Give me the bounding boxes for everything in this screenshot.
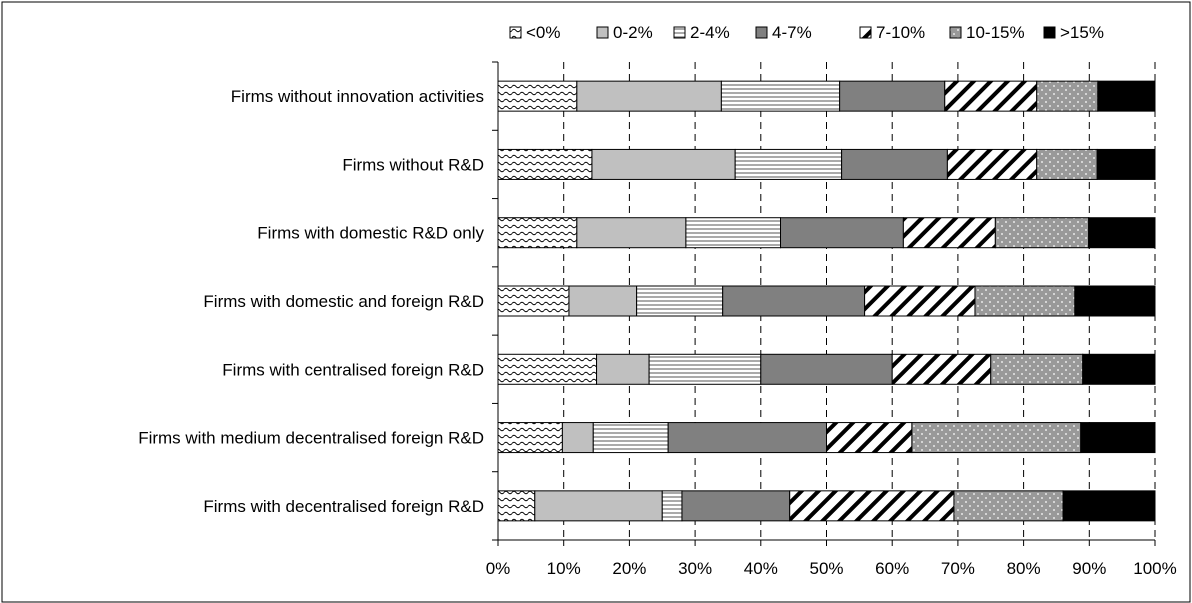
bar-segment (1036, 80, 1099, 112)
bar-segment (841, 148, 948, 180)
x-tick-label: 30% (678, 559, 712, 578)
category-label: Firms with domestic R&D only (257, 224, 484, 243)
bar-segment (944, 80, 1038, 112)
bar-segment (1062, 490, 1156, 522)
legend-label: 2-4% (690, 23, 730, 42)
category-label: Firms with centralised foreign R&D (222, 360, 484, 379)
bar-segment (497, 490, 536, 522)
bar-segment (685, 217, 782, 249)
x-tick-label: 80% (1007, 559, 1041, 578)
legend-label: 0-2% (613, 23, 653, 42)
bar-segment (1080, 422, 1156, 454)
legend-label: 4-7% (772, 23, 812, 42)
legend: <0% 0-2% 2-4% 4-7% 7-10% 10-15% >15% (509, 23, 1104, 42)
bar-segment (780, 217, 904, 249)
x-tick-labels: 0% 10% 20% 30% 40% 50% 60% 70% 80% 90% 100% (486, 559, 1177, 578)
x-tick-label: 70% (941, 559, 975, 578)
category-label: Firms with medium decentralised foreign … (138, 429, 484, 448)
bar-segment (497, 422, 563, 454)
grid-lines (563, 62, 1156, 540)
bar-segment (1097, 80, 1156, 112)
legend-label: 10-15% (966, 23, 1025, 42)
bar-segment (497, 217, 578, 249)
bar-segment (497, 148, 593, 180)
bar-segment (994, 217, 1090, 249)
bar-segment (953, 490, 1064, 522)
bar-segment (902, 217, 996, 249)
bar-segment (1088, 217, 1156, 249)
legend-swatch (1043, 26, 1056, 39)
legend-label: >15% (1060, 23, 1104, 42)
bar-segment (576, 217, 687, 249)
bar-segment (734, 148, 843, 180)
bar-segment (891, 353, 992, 385)
bar-segment (864, 285, 976, 317)
x-tick-label: 40% (744, 559, 778, 578)
bar-segment (592, 422, 669, 454)
category-label: Firms with decentralised foreign R&D (203, 497, 484, 516)
legend-swatch (949, 26, 962, 39)
bar-segment (760, 353, 893, 385)
legend-swatch (755, 26, 768, 39)
bar-segment (789, 490, 955, 522)
x-tick-label: 10% (547, 559, 581, 578)
bar-segment (720, 80, 841, 112)
bar-segment (596, 353, 650, 385)
bar-segment (534, 490, 663, 522)
legend-swatch (596, 26, 609, 39)
bar-segment (1036, 148, 1098, 180)
bar-segment (591, 148, 736, 180)
bar-segment (561, 422, 594, 454)
legend-swatch (859, 26, 872, 39)
legend-swatch (509, 26, 522, 39)
bar-segment (1096, 148, 1156, 180)
bar-segment (826, 422, 913, 454)
x-tick-label: 50% (809, 559, 843, 578)
bar-segment (974, 285, 1076, 317)
x-tick-label: 100% (1133, 559, 1176, 578)
category-label: Firms without R&D (342, 155, 484, 174)
legend-label: 7-10% (876, 23, 925, 42)
bar-segment (497, 285, 570, 317)
bar-segment (1074, 285, 1156, 317)
x-tick-label: 20% (612, 559, 646, 578)
category-label: Firms without innovation activities (231, 87, 484, 106)
x-tick-label: 60% (875, 559, 909, 578)
bar-segment (648, 353, 762, 385)
bar-segment (1082, 353, 1156, 385)
bar-segment (576, 80, 722, 112)
legend-label: <0% (526, 23, 561, 42)
bar-segment (667, 422, 828, 454)
bars (497, 80, 1156, 522)
bar-segment (839, 80, 946, 112)
bar-segment (568, 285, 638, 317)
x-tick-label: 90% (1072, 559, 1106, 578)
bar-segment (990, 353, 1084, 385)
bar-segment (497, 80, 578, 112)
bar-segment (681, 490, 791, 522)
bar-segment (946, 148, 1038, 180)
category-label: Firms with domestic and foreign R&D (203, 292, 484, 311)
bar-segment (911, 422, 1082, 454)
bar-segment (497, 353, 598, 385)
bar-segment (661, 490, 683, 522)
bar-segment (722, 285, 866, 317)
bar-segment (636, 285, 724, 317)
x-tick-label: 0% (486, 559, 511, 578)
category-labels: Firms without innovation activities Firms… (138, 87, 484, 516)
legend-swatch (673, 26, 686, 39)
